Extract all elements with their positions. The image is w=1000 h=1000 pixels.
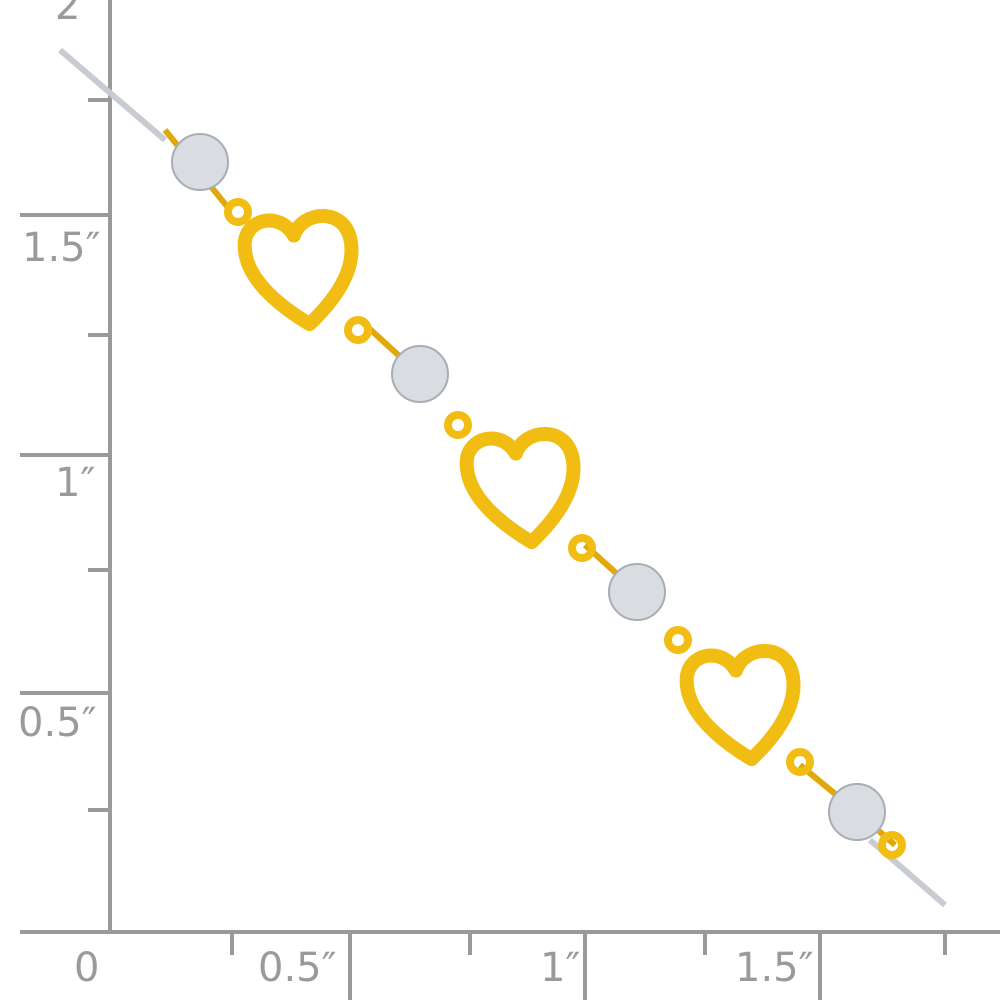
ruler-label-0: 0 <box>74 945 100 991</box>
gold-heart <box>679 644 801 767</box>
ruler-label-1-5: 1.5″ <box>22 225 101 271</box>
ruler-label-1: 1″ <box>55 460 96 506</box>
ruler-label-0-5: 0.5″ <box>18 700 97 746</box>
gold-links <box>162 128 897 848</box>
silver-bead <box>171 133 229 191</box>
silver-bead <box>828 783 886 841</box>
gold-ring <box>224 198 252 226</box>
ruler-label-0-5-h: 0.5″ <box>258 945 337 991</box>
ruler <box>20 0 1000 1000</box>
ruler-label-1-h: 1″ <box>540 945 581 991</box>
ruler-label-2: 2 <box>55 0 81 29</box>
bracelet <box>58 47 947 908</box>
gold-ring <box>568 534 596 562</box>
gold-ring <box>878 831 906 859</box>
gold-ring <box>664 626 692 654</box>
gold-ring <box>444 411 472 439</box>
gold-ring <box>786 748 814 776</box>
gold-heart <box>237 209 359 332</box>
gold-ring <box>344 316 372 344</box>
silver-bead <box>391 345 449 403</box>
silver-bead <box>608 563 666 621</box>
gold-heart <box>459 427 581 550</box>
ruler-label-1-5-h: 1.5″ <box>735 945 814 991</box>
